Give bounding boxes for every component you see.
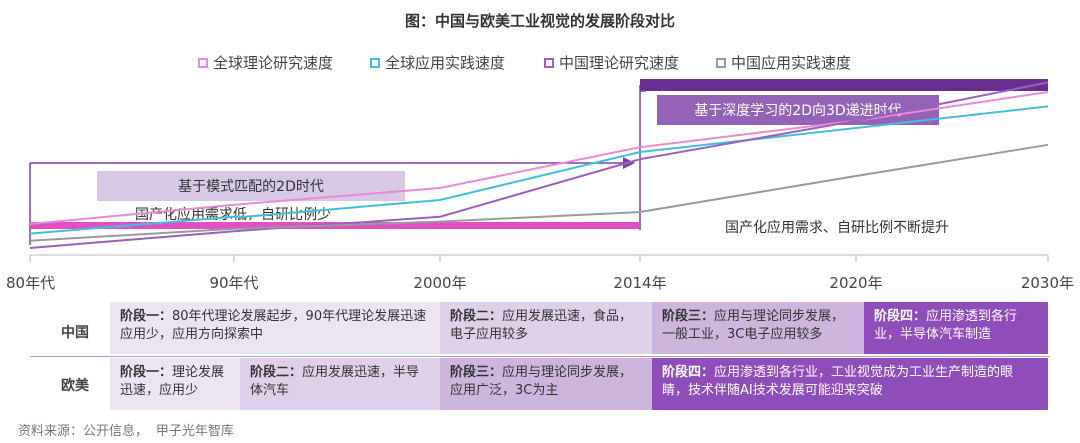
europe-stage-3-title: 阶段三： [450,365,503,380]
x-tick-label-6: 2030年 [1021,274,1074,292]
legend: 全球理论研究速度 全球应用实践速度 中国理论研究速度 中国应用实践速度 [0,52,1080,74]
china-stage-1: 阶段一：80年代理论发展起步，90年代理论发展迅速应用少，应用方向探索中 [110,302,440,354]
x-tick-label-2: 90年代 [209,274,258,292]
row-label-china: 中国 [61,325,89,341]
china-stage-2-title: 阶段二： [450,309,503,324]
europe-stage-2: 阶段二：应用发展迅速，半导体汽车 [240,358,440,410]
europe-stage-1-title: 阶段一： [120,365,173,380]
era2-label-box [657,95,939,125]
europe-stage-3: 阶段三：应用与理论同步发展，应用广泛，3C为主 [440,358,652,410]
europe-stage-3-text: 应用与理论同步发展，应用广泛，3C为主 [450,365,633,398]
europe-stage-2-text: 应用发展迅速，半导体汽车 [250,365,420,398]
source-note: 资料来源：公开信息， 甲子光年智库 [18,424,234,439]
era2-note: 国产化应用需求、自研比例不断提升 [725,219,949,236]
x-tick-label-3: 2000年 [413,274,466,292]
legend-label-china-theory: 中国理论研究速度 [559,54,680,72]
era1-label: 基于模式匹配的2D时代 [178,178,324,195]
legend-item-china-practice: 中国应用实践速度 [716,52,851,73]
china-stage-4: 阶段四：应用渗透到各行业，半导体汽车制造 [864,302,1048,354]
legend-label-china-practice: 中国应用实践速度 [731,54,852,72]
row-label-europe: 欧美 [61,378,89,394]
europe-stage-4-title: 阶段四： [662,365,715,380]
series-line-3 [29,81,1049,249]
europe-stage-4: 阶段四：应用渗透到各行业，工业视觉成为工业生产制造的眼睛，技术伴随AI技术发展可… [652,358,1048,410]
legend-swatch-china-theory [544,57,554,68]
china-stage-1-text: 80年代理论发展起步，90年代理论发展迅速应用少，应用方向探索中 [120,309,427,342]
legend-swatch-global-theory [198,57,208,68]
row-divider [30,356,1050,357]
series-layer [29,81,1049,249]
legend-label-global-theory: 全球理论研究速度 [213,54,334,72]
chart-title: 图：中国与欧美工业视觉的发展阶段对比 [404,12,675,30]
x-tick-layer: 80年代 90年代 2000年 2014年 2020年 2030年 [6,255,1074,292]
chart-plot: 基于模式匹配的2D时代 国产化应用需求低，自研比例少 基于深度学习的2D向3D递… [6,79,1074,292]
china-stage-4-title: 阶段四： [874,309,927,324]
x-tick-label-5: 2020年 [829,274,882,292]
stage-table: 中国 欧美 阶段一：80年代理论发展起步，90年代理论发展迅速应用少，应用方向探… [0,300,1080,415]
era2-top-bar [640,79,1048,91]
china-stage-3: 阶段三：应用与理论同步发展，一般工业，3C电子应用较多 [652,302,864,354]
europe-stage-2-title: 阶段二： [250,365,303,380]
legend-swatch-global-practice [370,57,380,68]
era2-label: 基于深度学习的2D向3D递进时代 [694,102,901,119]
china-stage-2-text: 应用发展迅速，食品，电子应用较多 [450,309,633,342]
x-tick-label-4: 2014年 [613,274,666,292]
china-stage-1-title: 阶段一： [120,309,173,324]
europe-stage-1: 阶段一：理论发展迅速，应用少 [110,358,240,410]
series-line-4 [29,143,1049,242]
legend-item-global-practice: 全球应用实践速度 [370,52,505,73]
legend-swatch-china-practice [716,57,726,68]
china-stage-3-text: 应用与理论同步发展，一般工业，3C电子应用较多 [662,309,845,342]
china-stage-2: 阶段二：应用发展迅速，食品，电子应用较多 [440,302,652,354]
legend-item-global-theory: 全球理论研究速度 [198,52,333,73]
x-tick-label-1: 80年代 [6,274,55,292]
china-stage-3-title: 阶段三： [662,309,715,324]
china-stage-4-text: 应用渗透到各行业，半导体汽车制造 [874,309,1018,342]
series-line-2 [29,105,1049,235]
legend-item-china-theory: 中国理论研究速度 [544,52,679,73]
legend-label-global-practice: 全球应用实践速度 [385,54,506,72]
era1-note: 国产化应用需求低，自研比例少 [135,206,331,223]
europe-stage-4-text: 应用渗透到各行业，工业视觉成为工业生产制造的眼睛，技术伴随AI技术发展可能迎来突… [662,365,1014,398]
series-line-1 [29,91,1049,225]
europe-stage-1-text: 理论发展迅速，应用少 [120,365,225,398]
